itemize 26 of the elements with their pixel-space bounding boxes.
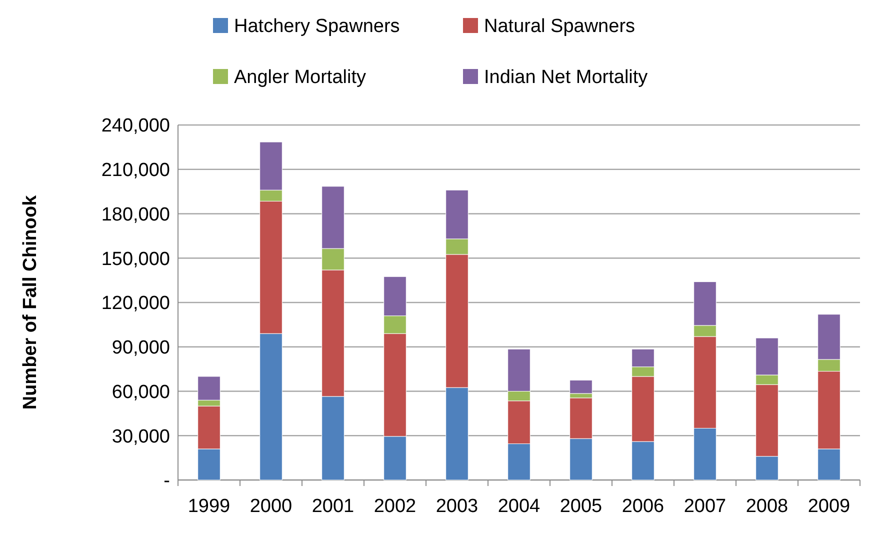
x-tick-label: 2000 [250,496,292,517]
y-axis-title: Number of Fall Chinook [20,194,41,410]
x-tick-label: 2002 [374,496,416,517]
legend-label: Indian Net Mortality [484,67,648,88]
y-tick-label: 120,000 [101,293,170,314]
y-tick-label: 30,000 [112,426,170,448]
x-tick-label: 2009 [808,496,850,517]
y-tick-label: - [164,470,170,492]
y-tick-label: 210,000 [101,160,170,182]
x-tick-label: 2007 [684,496,726,517]
x-tick-label: 2003 [436,496,478,517]
x-tick-label: 2001 [312,496,354,517]
x-tick-label: 2004 [498,496,541,517]
x-tick-label: 2005 [560,496,602,517]
x-tick-label: 2008 [746,496,788,517]
bar [570,380,592,394]
legend-label: Angler Mortality [234,67,366,88]
x-tick-label: 1999 [188,496,230,517]
legend-label: Natural Spawners [484,16,636,37]
y-tick-label: 180,000 [101,204,170,226]
legend-label: Hatchery Spawners [234,16,400,37]
y-tick-label: 90,000 [112,338,170,359]
y-tick-label: 60,000 [112,382,170,403]
y-tick-label: 150,000 [101,248,170,270]
y-tick-label: 240,000 [101,116,170,137]
x-tick-label: 2006 [622,496,664,517]
